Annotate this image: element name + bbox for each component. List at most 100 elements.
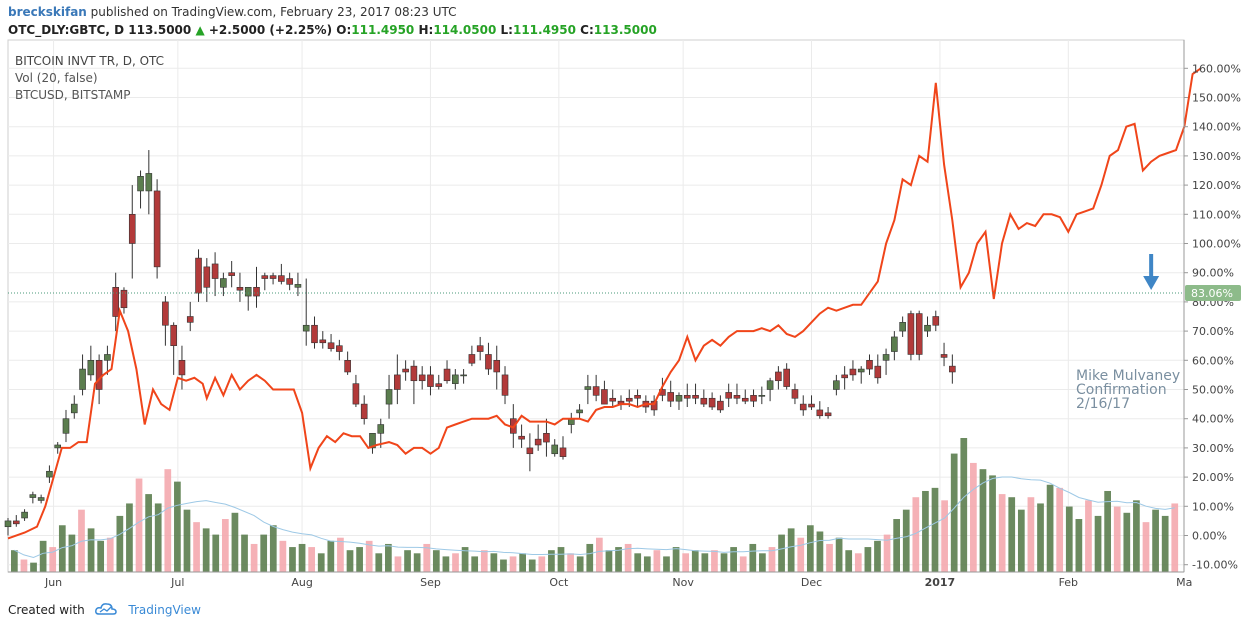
volume-bar [11,550,18,572]
candle-body [683,395,691,399]
annotation-line-1: Mike Mulvaney [1076,368,1180,384]
candle-body [841,374,848,379]
volume-bar [1113,506,1121,572]
candle-body [708,397,716,408]
volume-bar [720,553,728,572]
candle-body [526,447,534,455]
y-tick-label: 160.00% [1192,62,1241,75]
volume-bar [1133,500,1140,572]
candle-body [62,418,70,434]
volume-bar [519,553,526,572]
y-tick-label: 130.00% [1192,150,1241,163]
candle-body [899,322,906,332]
volume-bar [902,509,910,572]
volume-bar [653,550,661,572]
candle-body [750,395,757,402]
open-label: O: [336,23,352,37]
x-axis[interactable]: Jun Jul Aug Sep Oct Nov Dec 2017 Feb Ma [8,571,1192,589]
y-axis[interactable]: 160.00% 150.00% 140.00% 130.00% 120.00% 110.0… [1183,40,1241,572]
volume-bar [979,469,987,572]
y-tick-label: 140.00% [1192,121,1241,134]
volume-bar [106,537,114,572]
volume-bar [528,559,536,572]
candle-body [866,359,873,370]
y-tick-label: 70.00% [1192,325,1234,338]
candle-body [758,395,766,397]
candle-body [584,386,592,390]
price-change: +2.5000 (+2.25%) [208,23,333,37]
volume-bar [480,550,488,572]
candle-body [650,400,658,411]
author-link[interactable]: breckskifan [8,5,87,19]
volume-bar [1037,503,1044,572]
candle-body [907,313,915,355]
y-tick-label: 100.00% [1192,238,1241,251]
volume-bar [1152,509,1159,572]
candle-body [294,284,302,288]
candle-body [203,266,211,288]
candle-body [824,412,832,417]
volume-bar [922,490,929,572]
volume-bar [346,550,354,572]
symbol-label[interactable]: OTC_DLY:GBTC, D [8,23,125,37]
candle-body [559,447,567,457]
volume-bar [998,494,1006,572]
volume-bar [739,556,747,572]
x-tick-label: Sep [420,576,441,589]
candle-body [120,289,128,309]
volume-bar [30,562,37,572]
volume-bar [135,478,143,572]
volume-bar [289,547,296,572]
candle-body [385,389,393,405]
volume-bar [989,475,996,572]
volume-bar [500,559,507,572]
volume-bar [471,556,479,572]
candle-body [592,386,600,396]
candle-body [808,403,815,408]
candle-body [609,397,617,402]
volume-bar [432,550,440,572]
volume-bar [1065,506,1073,572]
x-tick-label: Nov [672,576,694,589]
candle-body [228,272,235,276]
y-tick-label: 90.00% [1192,267,1234,280]
candle-body [882,354,890,361]
volume-bar [682,553,690,572]
volume-bar [404,550,411,572]
volume-bar [423,543,431,572]
volume-bar [154,503,162,572]
volume-bar [787,528,795,572]
candle-body [791,389,799,399]
candle-body [924,324,931,332]
volume-bar [883,534,891,572]
candle-body [418,374,426,382]
volume-bar [461,547,469,572]
candle-body [54,444,62,449]
footer: Created with TradingView [8,602,201,619]
candle-body [915,313,923,355]
volume-bar [212,534,220,572]
volume-bar [385,543,392,572]
volume-bar [250,543,258,572]
volume-bar [413,553,421,572]
candle-body [344,359,351,373]
candle-body [87,359,95,376]
y-tick-label: 40.00% [1192,413,1234,426]
volume-bar [960,438,968,572]
legend-btcusd: BTCUSD, BITSTAMP [15,88,130,102]
volume-bar [663,556,670,572]
candle-body [717,400,724,411]
volume-bar [1027,497,1035,572]
open-value: 111.4950 [351,23,415,37]
candle-body [70,403,78,414]
x-tick-label: 2017 [925,576,956,589]
candle-body [849,368,857,376]
y-tick-label: 120.00% [1192,179,1241,192]
ohlc-bar: OTC_DLY:GBTC, D 113.5000 ▲ +2.5000 (+2.2… [8,21,657,39]
arrow-head [1143,276,1160,290]
volume-bar [164,469,172,572]
arrow-shaft [1149,254,1154,276]
tradingview-link[interactable]: TradingView [128,603,201,617]
volume-ma-line [14,476,1175,559]
